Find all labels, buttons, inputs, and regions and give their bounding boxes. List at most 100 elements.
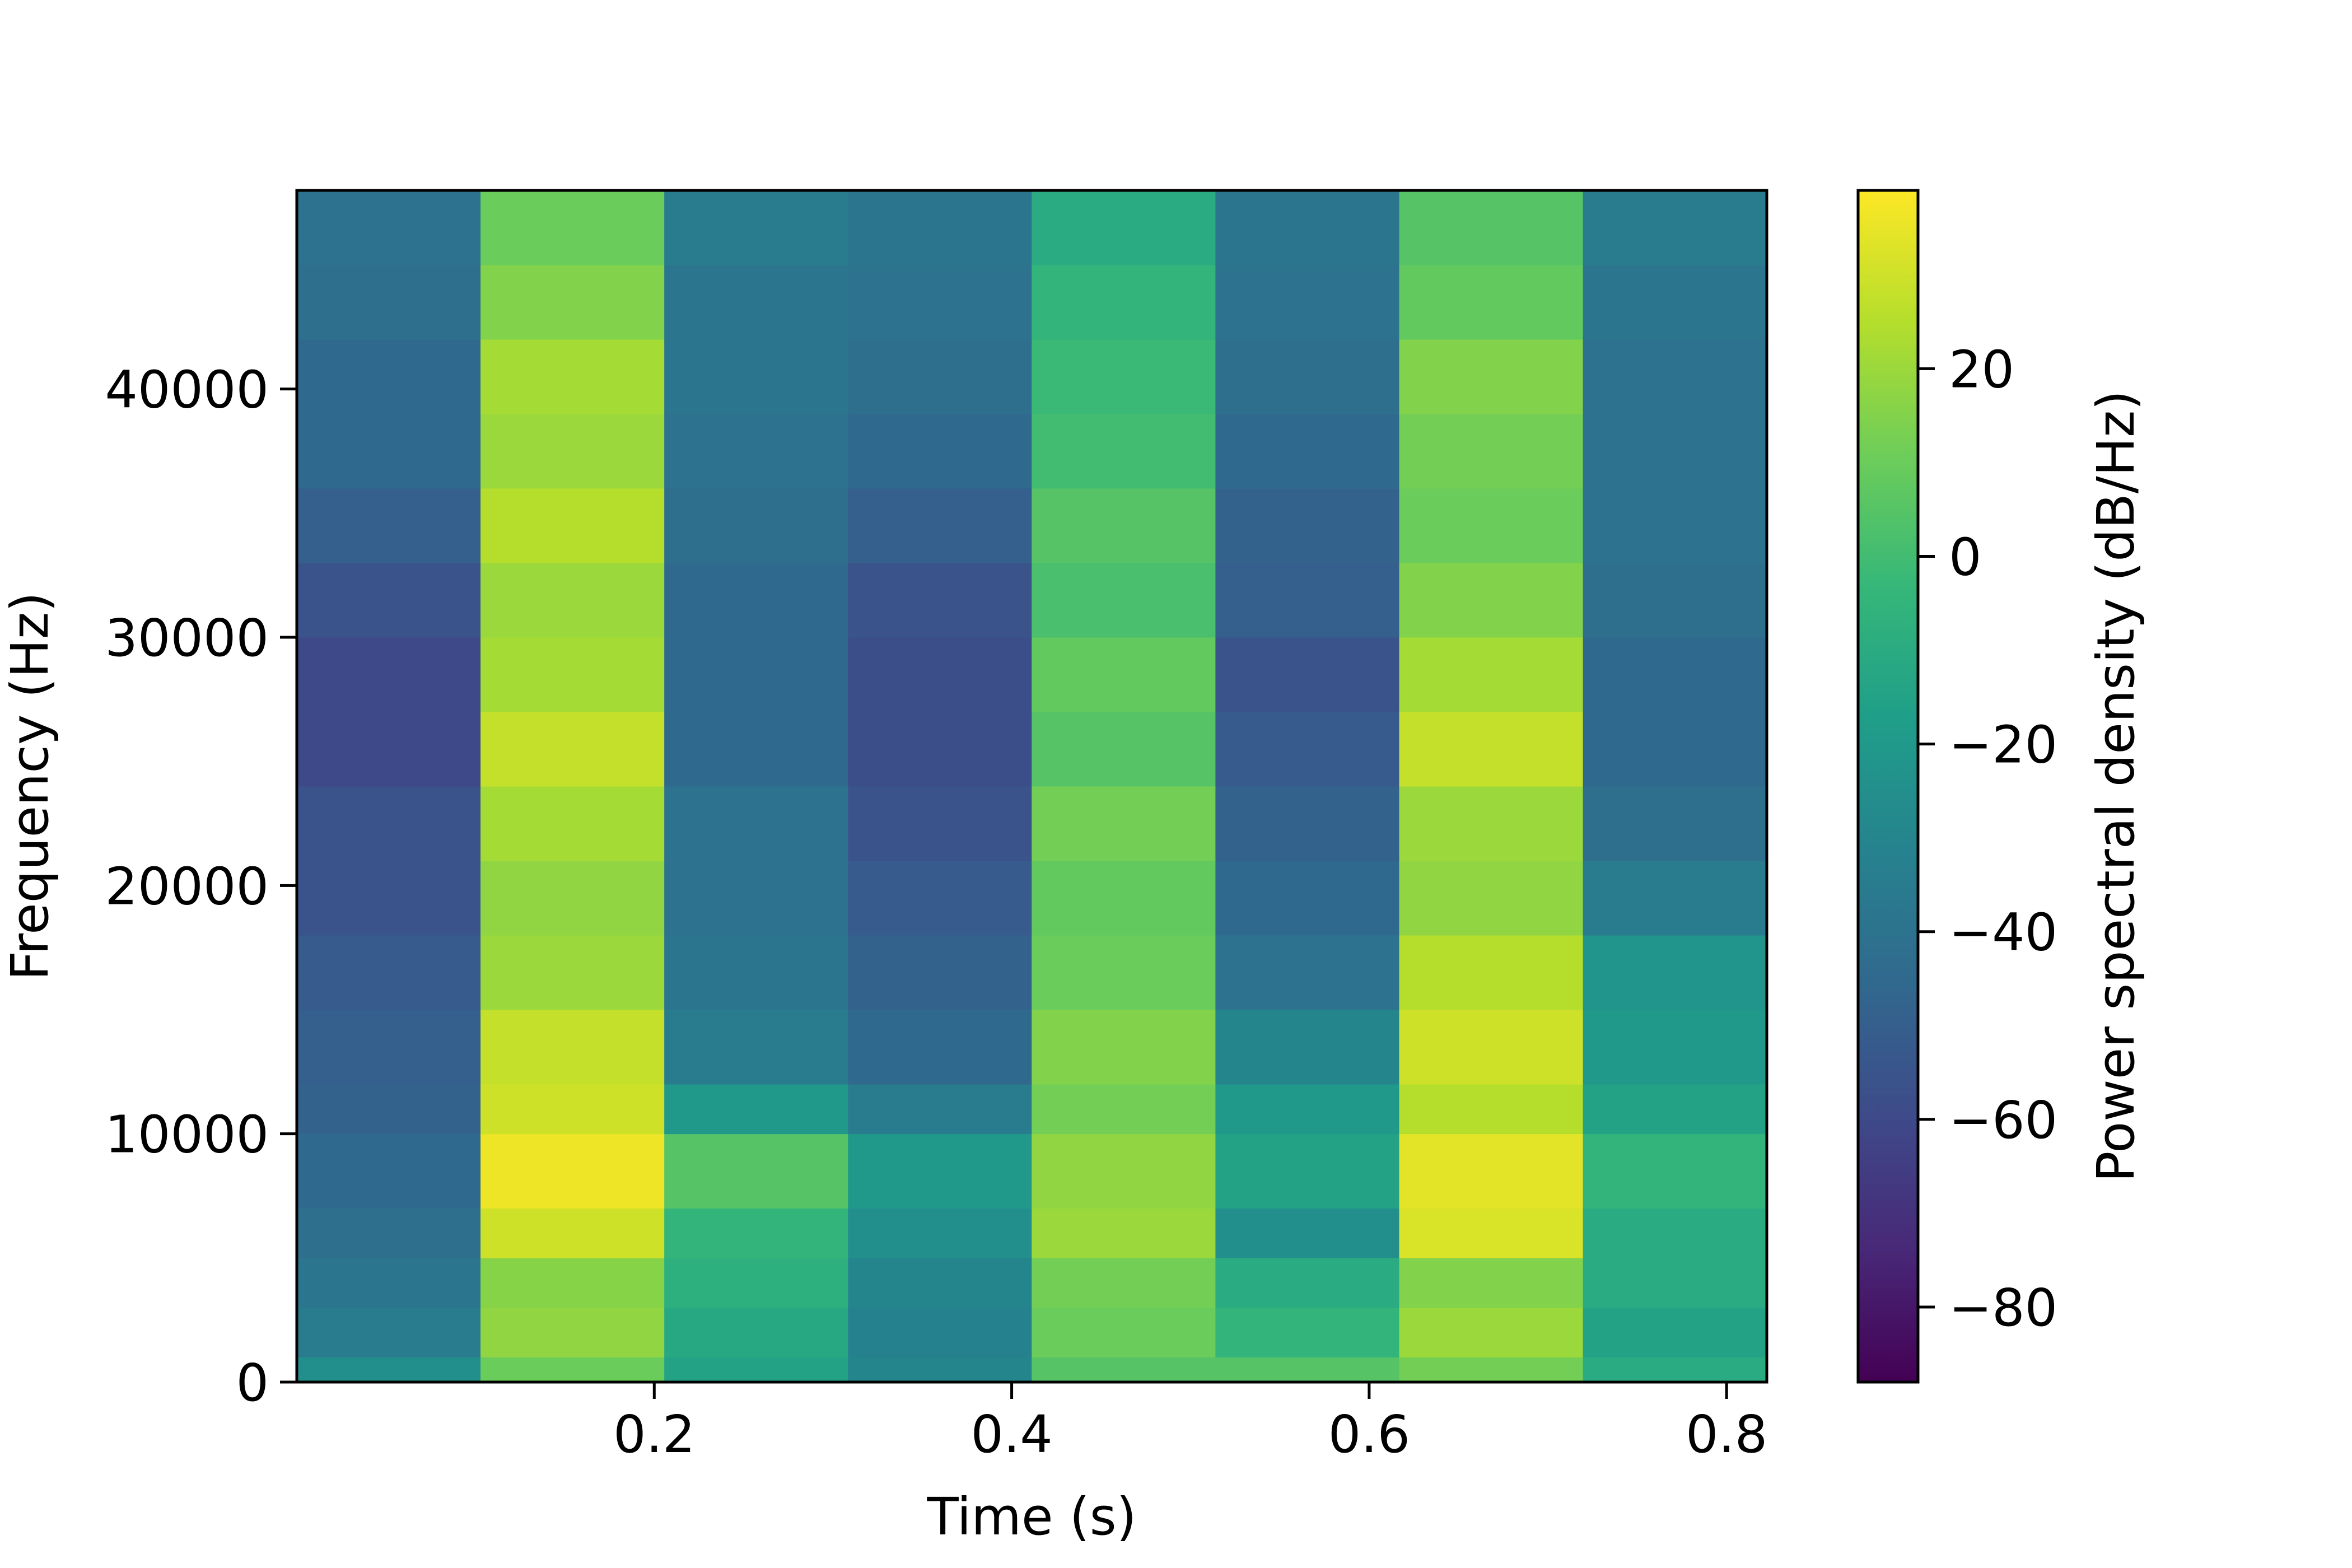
heatmap-cell: [664, 190, 848, 265]
heatmap-cell: [480, 190, 665, 265]
heatmap-cell: [480, 488, 665, 563]
heatmap-cell: [848, 786, 1032, 861]
heatmap-cell: [1032, 861, 1216, 936]
heatmap-cell: [1032, 637, 1216, 712]
heatmap-cell: [480, 1258, 665, 1308]
heatmap-cell: [1583, 1084, 1767, 1135]
heatmap-cell: [1399, 488, 1584, 563]
heatmap-cell: [480, 563, 665, 638]
heatmap-cell: [664, 265, 848, 340]
heatmap-cell: [848, 861, 1032, 936]
heatmap-cell: [1583, 488, 1767, 563]
heatmap-cells: [297, 190, 1767, 1383]
heatmap-cell: [1399, 414, 1584, 489]
heatmap-cell: [1215, 1258, 1400, 1308]
heatmap-cell: [1032, 1133, 1216, 1209]
heatmap-cell: [1032, 1258, 1216, 1308]
heatmap-cell: [848, 1133, 1032, 1209]
heatmap-cell: [480, 1084, 665, 1135]
heatmap-cell: [480, 1357, 665, 1383]
heatmap-cell: [297, 1084, 481, 1135]
colorbar-tick-label: −60: [1949, 1090, 2057, 1150]
heatmap-cell: [664, 563, 848, 638]
heatmap-cell: [848, 637, 1032, 712]
heatmap-cell: [848, 1308, 1032, 1358]
heatmap-cell: [297, 1010, 481, 1085]
heatmap-cell: [1215, 414, 1400, 489]
heatmap-cell: [1399, 1084, 1584, 1135]
heatmap-cell: [1399, 1357, 1584, 1383]
colorbar-tick-label: −40: [1949, 903, 2057, 963]
heatmap-cell: [1215, 786, 1400, 861]
heatmap-cell: [1399, 1208, 1584, 1258]
heatmap-cell: [848, 1084, 1032, 1135]
heatmap-cell: [848, 563, 1032, 638]
heatmap-cell: [1583, 637, 1767, 712]
heatmap-cell: [1583, 1208, 1767, 1258]
heatmap-cell: [848, 1010, 1032, 1085]
heatmap-cell: [664, 1208, 848, 1258]
heatmap-cell: [480, 1308, 665, 1358]
plot-frame: [295, 189, 1768, 1384]
heatmap-cell: [1215, 935, 1400, 1010]
heatmap-cell: [1032, 1308, 1216, 1358]
colorbar: [1858, 190, 1918, 1382]
heatmap-cell: [664, 935, 848, 1010]
heatmap-cell: [664, 1357, 848, 1383]
heatmap-cell: [664, 339, 848, 414]
heatmap-cell: [1399, 786, 1584, 861]
heatmap-cell: [480, 414, 665, 489]
heatmap-cell: [1583, 712, 1767, 787]
heatmap-cell: [1399, 712, 1584, 787]
heatmap-cell: [848, 190, 1032, 265]
heatmap-cell: [1583, 1010, 1767, 1085]
heatmap-cell: [1215, 265, 1400, 340]
heatmap-cell: [664, 1084, 848, 1135]
heatmap-cell: [297, 190, 481, 265]
heatmap-cell: [664, 786, 848, 861]
heatmap-cell: [1399, 1010, 1584, 1085]
heatmap-cell: [1399, 1308, 1584, 1358]
heatmap-cell: [1583, 1258, 1767, 1308]
heatmap-cell: [664, 1133, 848, 1209]
heatmap-cell: [1399, 1133, 1584, 1209]
heatmap-cell: [1215, 1308, 1400, 1358]
heatmap-cell: [1583, 1133, 1767, 1209]
heatmap-cell: [1032, 1208, 1216, 1258]
heatmap-cell: [297, 1133, 481, 1209]
heatmap-cell: [1399, 265, 1584, 340]
y-tick-label: 40000: [105, 360, 269, 420]
heatmap-cell: [848, 265, 1032, 340]
heatmap-cell: [848, 1258, 1032, 1308]
heatmap-cell: [480, 1133, 665, 1209]
x-axis-label: Time (s): [926, 1487, 1136, 1547]
heatmap-cell: [297, 414, 481, 489]
heatmap-cell: [1215, 1357, 1400, 1383]
heatmap-cell: [1215, 1208, 1400, 1258]
heatmap-cell: [297, 712, 481, 787]
heatmap-cell: [1583, 190, 1767, 265]
heatmap-cell: [848, 1357, 1032, 1383]
heatmap-cell: [848, 414, 1032, 489]
heatmap-cell: [297, 786, 481, 861]
heatmap-cell: [1032, 414, 1216, 489]
heatmap-cell: [848, 1208, 1032, 1258]
y-axis: 0 10000 20000 30000 40000: [105, 360, 297, 1413]
heatmap-cell: [1583, 935, 1767, 1010]
heatmap-cell: [1399, 339, 1584, 414]
heatmap-cell: [1032, 265, 1216, 340]
heatmap-cell: [1399, 935, 1584, 1010]
heatmap-cell: [664, 861, 848, 936]
heatmap-cell: [1583, 339, 1767, 414]
heatmap-cell: [848, 339, 1032, 414]
heatmap-cell: [1032, 1084, 1216, 1135]
x-tick-label: 0.8: [1686, 1404, 1767, 1464]
heatmap-cell: [1032, 1357, 1216, 1383]
heatmap-cell: [1215, 1084, 1400, 1135]
heatmap-cell: [297, 339, 481, 414]
heatmap-cell: [664, 1308, 848, 1358]
heatmap-cell: [480, 935, 665, 1010]
heatmap-cell: [1399, 190, 1584, 265]
heatmap-cell: [297, 265, 481, 340]
heatmap-cell: [297, 563, 481, 638]
